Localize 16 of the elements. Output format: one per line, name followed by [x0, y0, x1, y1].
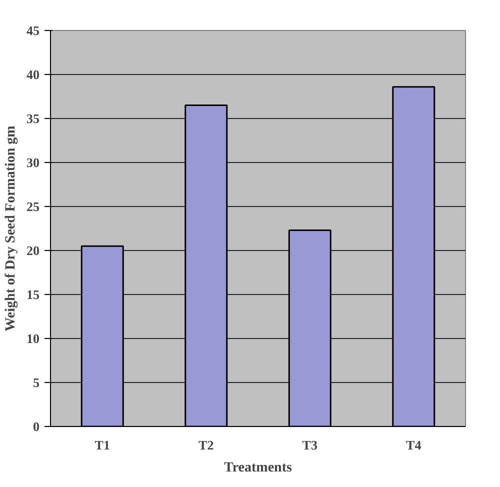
y-tick-label: 20 — [26, 243, 40, 258]
x-tick-label: T3 — [302, 438, 318, 452]
y-tick-label: 10 — [26, 331, 40, 346]
y-tick-label: 40 — [26, 67, 40, 82]
x-tick-label: T1 — [94, 438, 110, 452]
y-tick-label: 15 — [26, 287, 40, 302]
y-tick-label: 5 — [33, 375, 40, 390]
y-tick-label: 45 — [26, 23, 40, 38]
y-tick-label: 25 — [26, 199, 40, 214]
x-tick-label: T2 — [198, 438, 214, 452]
y-tick-label: 0 — [33, 419, 40, 434]
y-axis-title: Weight of Dry Seed Formation gm — [4, 125, 18, 332]
x-tick-label: T4 — [406, 438, 422, 452]
y-tick-label: 30 — [26, 155, 40, 170]
y-tick-label: 35 — [26, 111, 40, 126]
x-axis-title: Treatments — [224, 460, 293, 476]
